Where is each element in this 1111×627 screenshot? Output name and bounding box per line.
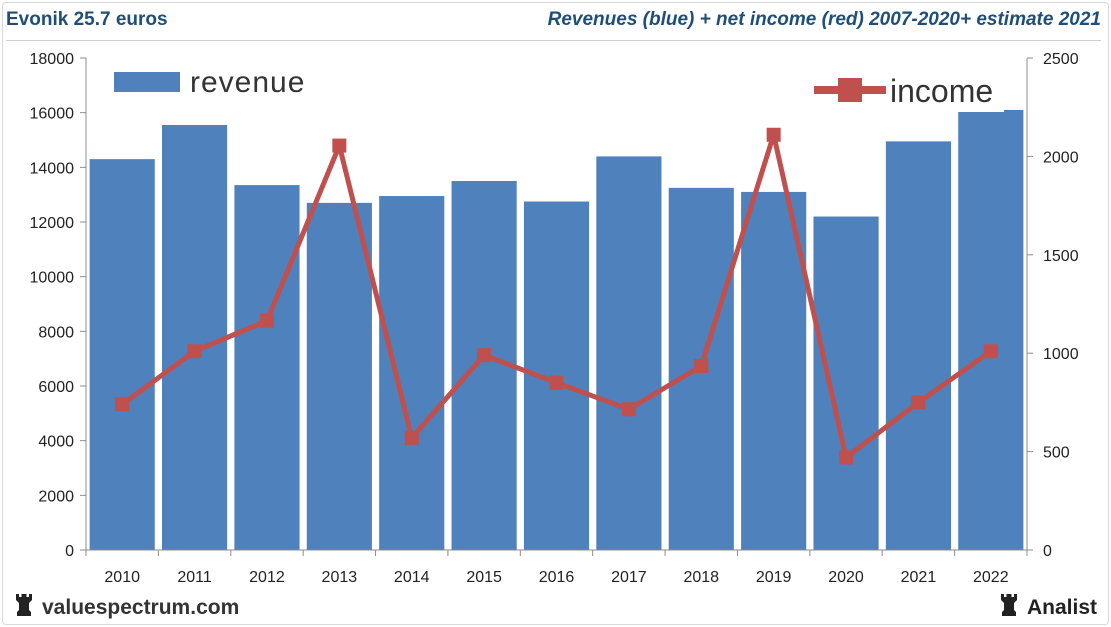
revenue-bar-2014 (379, 196, 445, 551)
revenue-bar-2021 (885, 141, 951, 550)
legend-income-label: income (890, 73, 993, 109)
x-tick-label: 2020 (828, 569, 864, 586)
left-tick-label: 4000 (38, 434, 74, 451)
income-point-2018 (694, 358, 709, 373)
chart-title: Revenues (blue) + net income (red) 2007-… (547, 9, 1101, 30)
revenue-bar-2011 (162, 124, 228, 550)
x-tick-label: 2010 (104, 569, 140, 586)
right-tick-label: 500 (1043, 445, 1070, 462)
income-point-2019 (766, 127, 781, 142)
right-tick-label: 2000 (1043, 149, 1079, 166)
legend-revenue-label: revenue (190, 66, 305, 99)
x-tick-label: 2017 (611, 569, 647, 586)
x-tick-label: 2019 (756, 569, 792, 586)
x-tick-label: 2016 (539, 569, 575, 586)
income-point-2012 (259, 313, 274, 328)
revenue-bar-2010 (89, 159, 155, 550)
right-tick-label: 1500 (1043, 248, 1079, 265)
legend-income-marker (838, 78, 862, 102)
revenue-bar-2012 (234, 185, 300, 550)
x-tick-label: 2014 (394, 569, 430, 586)
x-tick-label: 2022 (973, 569, 1009, 586)
rook-icon (999, 594, 1019, 622)
income-point-2014 (404, 430, 419, 445)
left-tick-label: 8000 (38, 324, 74, 341)
site-label: valuespectrum.com (42, 596, 240, 619)
x-tick-label: 2018 (683, 569, 719, 586)
left-tick-label: 6000 (38, 379, 74, 396)
income-point-2020 (839, 450, 854, 465)
left-tick-label: 2000 (38, 488, 74, 505)
x-tick-label: 2011 (177, 569, 212, 586)
income-point-2021 (911, 395, 926, 410)
income-point-2017 (621, 402, 636, 417)
revenue-bar-2019 (741, 191, 807, 550)
revenue-bar-2017 (596, 156, 662, 550)
left-tick-label: 0 (65, 543, 74, 560)
revenue-bar-2013 (306, 202, 372, 550)
x-tick-label: 2012 (249, 569, 285, 586)
rook-icon (14, 594, 34, 622)
footer-brand: Analist (999, 594, 1097, 622)
revenue-bar-2022 (958, 109, 1024, 550)
income-point-2016 (549, 375, 564, 390)
left-tick-label: 10000 (30, 270, 75, 287)
left-tick-label: 18000 (30, 51, 75, 68)
revenue-bar-2020 (813, 216, 879, 551)
income-point-2015 (477, 348, 492, 363)
header-divider (6, 40, 1101, 41)
income-point-2013 (332, 138, 347, 153)
right-tick-label: 1000 (1043, 346, 1079, 363)
left-tick-label: 12000 (30, 215, 75, 232)
income-point-2010 (115, 397, 130, 412)
x-tick-label: 2015 (466, 569, 502, 586)
x-tick-label: 2013 (322, 569, 358, 586)
page-title: Evonik 25.7 euros (6, 9, 168, 30)
right-tick-label: 0 (1043, 543, 1052, 560)
x-tick-label: 2021 (901, 569, 937, 586)
income-point-2011 (187, 344, 202, 359)
left-tick-label: 16000 (30, 106, 75, 123)
left-tick-label: 14000 (30, 160, 75, 177)
legend-revenue-swatch (114, 72, 180, 92)
chart-header: Evonik 25.7 euros Revenues (blue) + net … (0, 0, 1111, 42)
income-point-2022 (983, 344, 998, 359)
right-tick-label: 2500 (1043, 51, 1079, 68)
footer-site: valuespectrum.com (14, 594, 239, 622)
brand-label: Analist (1026, 596, 1097, 619)
